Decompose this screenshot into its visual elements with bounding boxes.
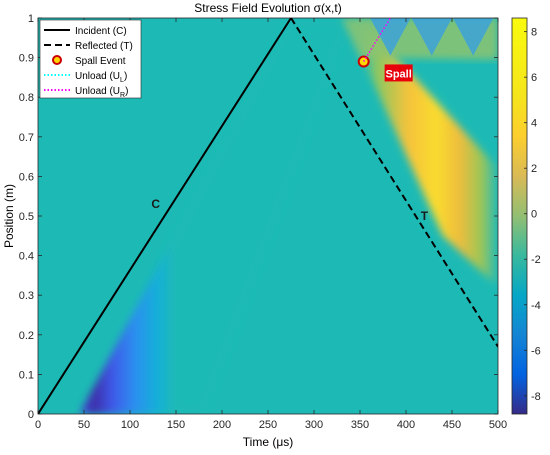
x-tick-label: 250 xyxy=(259,419,277,431)
legend: Incident (C) Reflected (T) Spall Event Unlo… xyxy=(39,19,142,99)
spall-zigzag-triangle xyxy=(452,18,494,56)
legend-label-2: Spall Event xyxy=(75,56,126,67)
y-tick-label: 0.8 xyxy=(19,92,34,104)
colorbar-tick-label: -6 xyxy=(531,345,541,357)
spall-zigzag-triangle xyxy=(370,18,411,56)
x-tick-label: 200 xyxy=(213,419,231,431)
y-tick-label: 0.4 xyxy=(19,251,34,263)
x-tick-label: 400 xyxy=(397,419,415,431)
legend-marker-spall xyxy=(52,55,62,65)
x-tick-label: 450 xyxy=(443,419,461,431)
colorbar-tick-label: -8 xyxy=(531,391,541,403)
spall-zigzag-triangle xyxy=(411,18,452,56)
legend-label-3: Unload (UL) xyxy=(75,71,127,84)
tension-wave-region xyxy=(341,18,498,288)
colorbar-tick-label: 2 xyxy=(531,163,537,175)
y-tick-label: 0.6 xyxy=(19,171,34,183)
colorbar-ticks: -8 -6 -4 -2 0 2 4 6 8 xyxy=(524,27,541,403)
y-axis-label: Position (m) xyxy=(2,184,16,248)
colorbar-tick-label: -2 xyxy=(531,254,541,266)
spall-zigzag-pattern xyxy=(370,18,494,56)
spall-label-box xyxy=(384,64,413,82)
x-axis-label: Time (μs) xyxy=(243,435,293,449)
x-tick-label: 150 xyxy=(167,419,185,431)
colorbar-tick-label: 6 xyxy=(531,72,537,84)
colorbar-tick-label: 4 xyxy=(531,118,537,130)
heatmap-field xyxy=(38,18,498,414)
y-tick-label: 0.1 xyxy=(19,369,34,381)
annotation-t: T xyxy=(421,209,429,223)
x-axis-ticks: 0 50 100 150 200 250 300 350 400 450 500 xyxy=(35,18,507,431)
annotation-c: C xyxy=(151,197,160,211)
colorbar-tick-label: 8 xyxy=(531,27,537,39)
compression-wave-region xyxy=(79,18,351,414)
series-line-1 xyxy=(290,18,498,348)
y-tick-label: 1 xyxy=(28,13,34,25)
series-line-4 xyxy=(363,18,391,62)
x-tick-label: 500 xyxy=(489,419,507,431)
colorbar-tick-label: 0 xyxy=(531,209,537,221)
spall-label: Spall xyxy=(385,68,411,80)
colorbar-tick-label: -4 xyxy=(531,300,541,312)
series-layer xyxy=(38,18,498,414)
chart-title: Stress Field Evolution σ(x,t) xyxy=(194,1,341,15)
series-line-0 xyxy=(38,18,292,414)
y-tick-label: 0.5 xyxy=(19,211,34,223)
annotation-layer: C T Spall xyxy=(151,64,429,223)
x-tick-label: 300 xyxy=(305,419,323,431)
y-tick-label: 0.3 xyxy=(19,290,34,302)
y-tick-label: 0.2 xyxy=(19,330,34,342)
x-tick-label: 350 xyxy=(351,419,369,431)
y-tick-label: 0.7 xyxy=(19,132,34,144)
legend-label-1: Reflected (T) xyxy=(75,41,133,52)
y-axis-ticks: 0 0.1 0.2 0.3 0.4 0.5 0.6 0.7 0.8 0.9 1 xyxy=(19,13,498,421)
legend-label-4: Unload (UR) xyxy=(75,86,128,99)
x-tick-label: 0 xyxy=(35,419,41,431)
legend-label-0: Incident (C) xyxy=(75,26,127,37)
x-tick-label: 100 xyxy=(121,419,139,431)
colorbar xyxy=(511,17,528,415)
x-tick-label: 50 xyxy=(78,419,90,431)
y-tick-label: 0.9 xyxy=(19,53,34,65)
y-tick-label: 0 xyxy=(28,409,34,421)
